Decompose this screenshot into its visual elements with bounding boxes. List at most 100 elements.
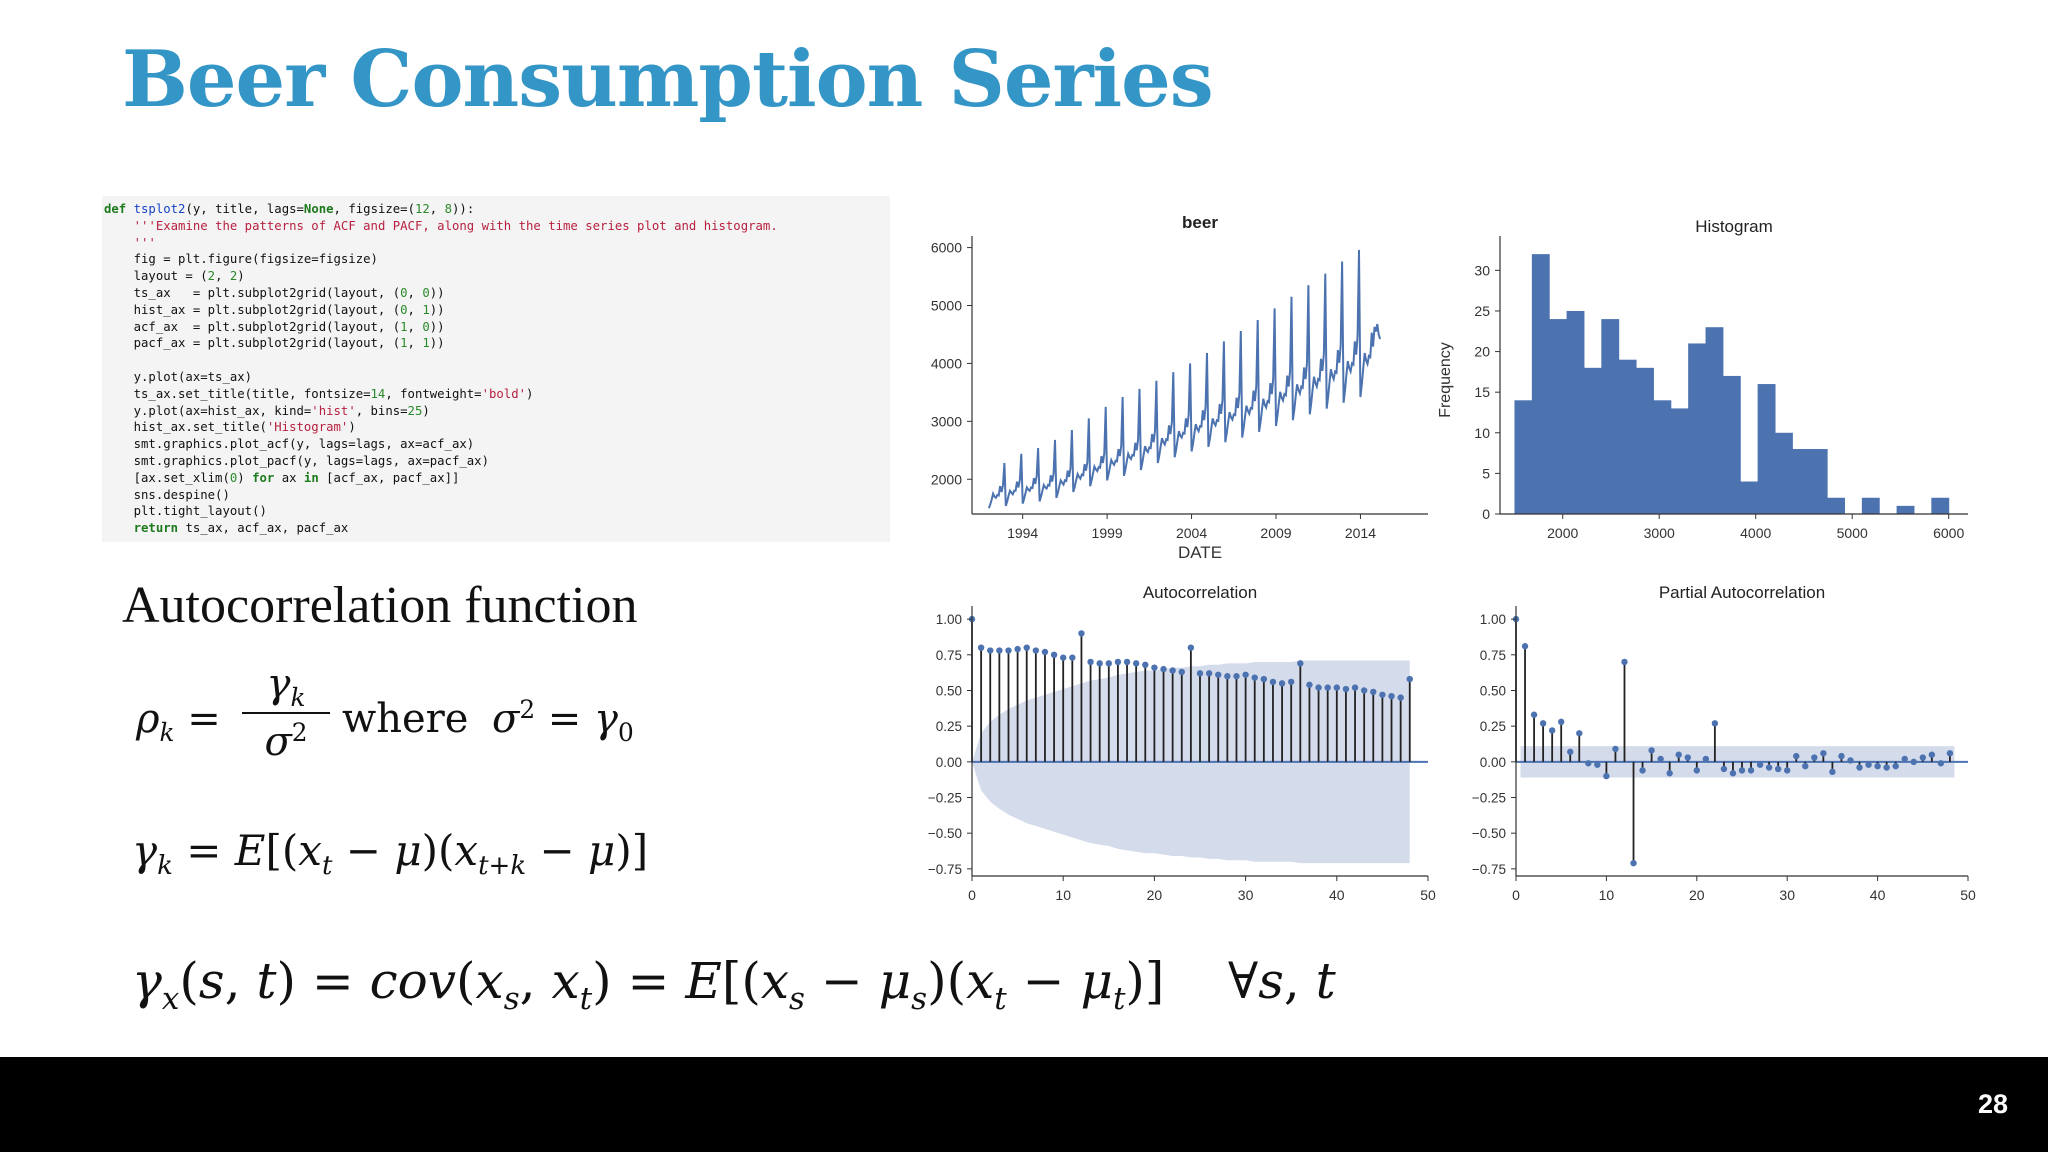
pacf-point [1657, 755, 1664, 763]
pacf-point [1937, 760, 1945, 767]
acf-x-tick-label: 50 [1420, 887, 1436, 903]
acf-point [1406, 675, 1413, 683]
acf-point [1251, 674, 1258, 681]
histogram-bar [1531, 254, 1550, 514]
beer-y-tick-label: 6000 [931, 240, 962, 256]
pacf-point [1594, 761, 1601, 768]
pacf-point [1756, 761, 1764, 768]
pacf-point [1693, 767, 1700, 774]
hist-x-tick-label: 2000 [1547, 525, 1578, 541]
acf-y-tick-label: −0.50 [928, 826, 962, 841]
histogram-bar [1861, 497, 1880, 514]
hist-y-tick-label: 0 [1482, 506, 1490, 522]
acf-point [1050, 651, 1058, 659]
acf-y-tick-label: 0.75 [936, 648, 962, 663]
pacf-point [1567, 748, 1574, 756]
acf-x-tick-label: 40 [1329, 887, 1345, 903]
pacf-x-tick-label: 0 [1512, 887, 1520, 903]
acf-heading: Autocorrelation function [122, 577, 638, 634]
pacf-y-tick-label: −0.75 [1472, 862, 1506, 877]
histogram-bar [1896, 505, 1915, 514]
pacf-point [1576, 730, 1583, 737]
acf-point [1215, 671, 1222, 678]
page-number: 28 [1977, 1089, 2008, 1119]
acf-point [1388, 692, 1395, 700]
charts-panel: 2000 3000 4000 5000 6000 1994 1999 2004 2009 2014… [908, 204, 1996, 932]
acf-point [1260, 675, 1268, 683]
pacf-point [1946, 750, 1954, 757]
acf-y-tick-label: −0.25 [928, 791, 962, 806]
hist-y-tick-label: 20 [1474, 344, 1490, 360]
hist-x-tick-label: 4000 [1740, 525, 1771, 541]
pacf-point [1811, 754, 1818, 761]
beer-y-tick-label: 5000 [931, 298, 962, 314]
pacf-point [1865, 761, 1872, 768]
acf-point [1114, 658, 1122, 666]
pacf-point [1621, 658, 1628, 666]
histogram-bar [1566, 310, 1585, 514]
acf-point [1169, 667, 1176, 674]
beer-x-tick-label: 1999 [1092, 525, 1123, 541]
acf-point [1288, 678, 1295, 686]
beer-y-tick-label: 4000 [931, 355, 962, 371]
formula-rho: ρk = γk σ2 where σ2 = γ0 [136, 661, 634, 765]
acf-point [1060, 654, 1067, 661]
acf-point [1397, 694, 1404, 701]
histogram-bar [1757, 384, 1776, 514]
histogram-bar [1688, 343, 1707, 514]
pacf-x-tick-label: 30 [1779, 887, 1795, 903]
pacf-y-tick-label: 0.00 [1480, 755, 1506, 770]
pacf-y-tick-label: −0.25 [1472, 791, 1506, 806]
pacf-y-tick-label: 0.50 [1480, 683, 1506, 698]
pacf-point [1729, 770, 1737, 777]
acf-point [1160, 665, 1167, 673]
pacf-point [1648, 747, 1655, 754]
histogram-bar [1827, 497, 1845, 514]
pacf-y-tick-label: −0.50 [1472, 826, 1506, 841]
acf-point [1233, 673, 1240, 680]
histogram-bar [1809, 449, 1828, 514]
acf-point [1087, 658, 1094, 666]
pacf-point [1847, 757, 1854, 764]
beer-x-tick-label: 2014 [1345, 525, 1376, 541]
acf-y-tick-label: −0.75 [928, 862, 962, 877]
beer-x-label: DATE [1178, 543, 1222, 562]
acf-point [1023, 644, 1030, 651]
acf-title: Autocorrelation [1143, 583, 1257, 602]
acf-point [1370, 688, 1377, 696]
hist-y-tick-label: 15 [1474, 384, 1490, 400]
acf-point [1132, 660, 1140, 667]
pacf-point [1530, 711, 1538, 718]
pacf-point [1774, 765, 1782, 773]
histogram-bar [1775, 432, 1793, 514]
acf-point [1269, 678, 1277, 686]
pacf-point [1738, 767, 1746, 774]
beer-series-line [987, 249, 1382, 509]
pacf-point [1747, 767, 1755, 774]
acf-point [1041, 648, 1049, 656]
beer-x-tick-label: 2004 [1176, 525, 1207, 541]
pacf-x-tick-label: 20 [1689, 887, 1705, 903]
acf-point [1315, 684, 1322, 691]
acf-point [1342, 685, 1350, 693]
pacf-x-tick-label: 40 [1870, 887, 1886, 903]
pacf-x-tick-label: 50 [1960, 887, 1976, 903]
histogram-bar [1722, 375, 1741, 514]
acf-point [1178, 668, 1185, 676]
hist-x-tick-label: 6000 [1933, 525, 1964, 541]
acf-y-tick-label: 0.00 [936, 755, 962, 770]
acf-point [1069, 654, 1076, 661]
pacf-point [1720, 765, 1728, 773]
beer-x-tick-label: 2009 [1260, 525, 1291, 541]
hist-y-label: Frequency [1437, 342, 1454, 418]
pacf-point [1856, 764, 1863, 771]
histogram-bar [1549, 319, 1568, 514]
pacf-x-tick-label: 10 [1599, 887, 1615, 903]
code-text: def tsplot2(y, title, lags=None, figsize… [104, 202, 778, 536]
histogram-bar [1636, 367, 1654, 514]
pacf-y-tick-label: 0.25 [1480, 719, 1506, 734]
acf-point [1224, 673, 1231, 680]
histogram-bar [1740, 481, 1759, 514]
slide: Beer Consumption Series def tsplot2(y, t… [102, 34, 1996, 1017]
histogram-bar [1514, 400, 1533, 514]
